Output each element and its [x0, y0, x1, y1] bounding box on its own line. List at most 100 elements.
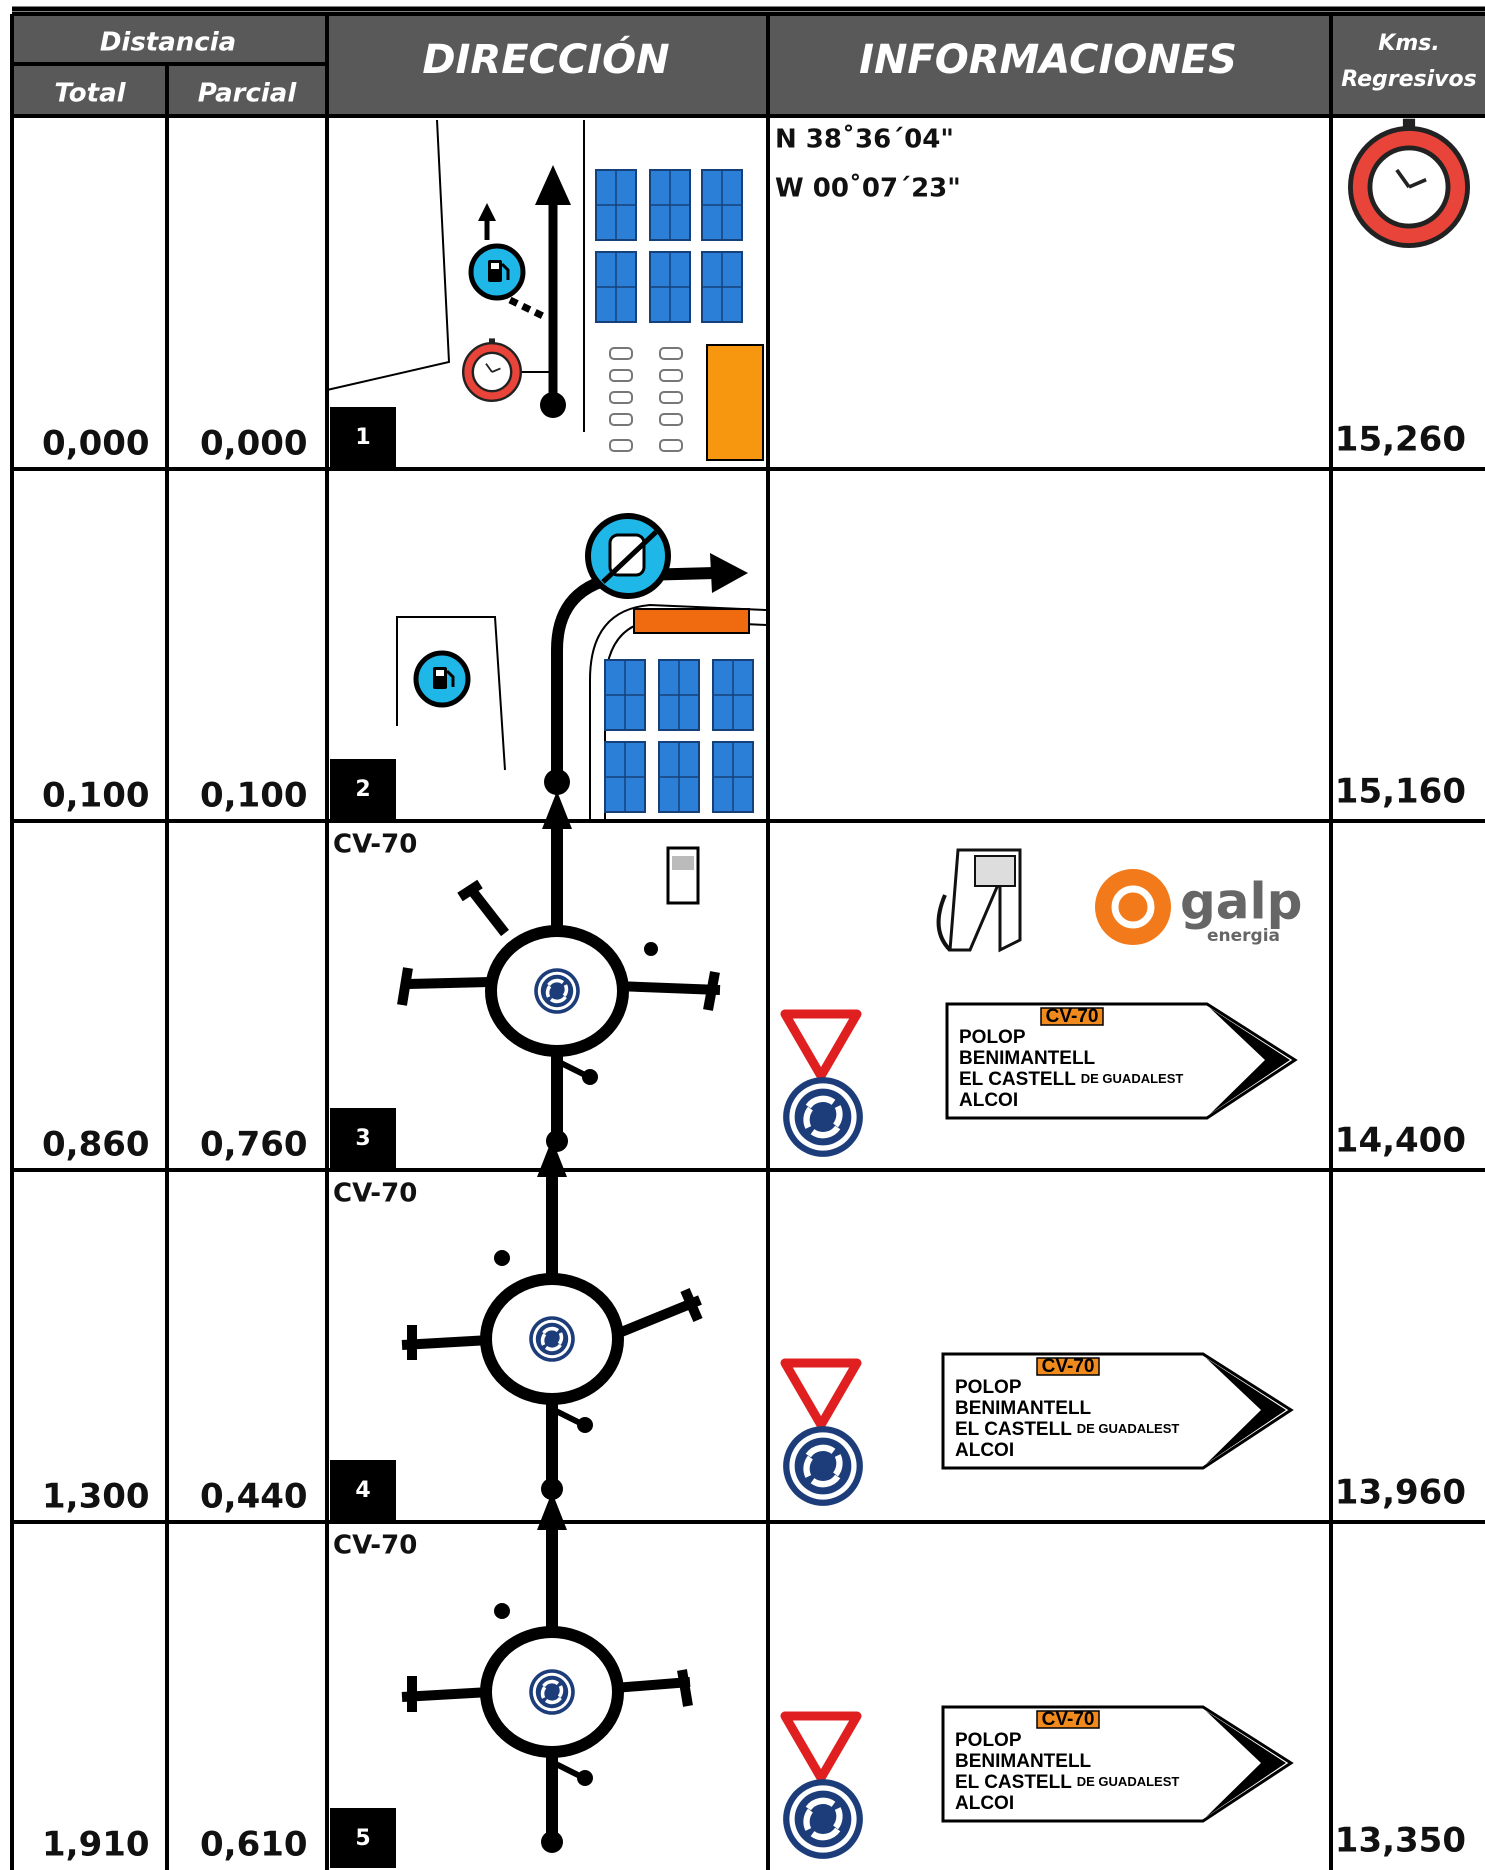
sign-line: EL CASTELL DE GUADALEST [959, 1069, 1183, 1090]
graphic-shape [604, 741, 646, 813]
graphic-shape: CV-70 POLOP BENIMANTELL EL CASTELL DE GU… [941, 1352, 1293, 1470]
sign-line: ALCOI [955, 1440, 1014, 1461]
header-kms: Kms. [1378, 31, 1439, 56]
graphic-shape [494, 1250, 510, 1266]
distance-total: 0,100 [42, 776, 150, 816]
graphic-shape [783, 1779, 863, 1859]
kms-remaining: 13,350 [1335, 1821, 1466, 1861]
header-regresivos: Regresivos [1341, 67, 1476, 92]
graphic-shape: CV-70 POLOP BENIMANTELL EL CASTELL DE GU… [945, 1002, 1297, 1120]
sign-line: EL CASTELL DE GUADALEST [955, 1772, 1179, 1793]
graphic-shape [659, 369, 683, 382]
row-3-info: galp energia CV-70 POLOP BENIMANTELL EL … [783, 848, 1302, 1157]
table-grid [10, 116, 1485, 1870]
road-label: CV-70 [333, 1179, 417, 1209]
step-number-box [330, 407, 396, 467]
distance-total: 1,300 [42, 1477, 150, 1517]
gps-coordinate: W 00˚07´23" [775, 173, 961, 204]
graphic-shape [478, 203, 496, 221]
row-4-diagram [401, 1139, 703, 1500]
graphic-shape [609, 369, 633, 382]
graphic-shape [659, 439, 683, 452]
row-4-info: CV-70 POLOP BENIMANTELL EL CASTELL DE GU… [783, 1352, 1293, 1506]
row-1-diagram [326, 119, 1468, 461]
graphic-shape [416, 653, 468, 705]
graphic-shape [701, 169, 743, 241]
brand-sub: energia [1207, 926, 1280, 946]
step-number: 3 [355, 1126, 370, 1151]
graphic-shape [595, 169, 637, 241]
graphic-shape [609, 391, 633, 404]
distance-partial: 0,610 [200, 1825, 308, 1865]
sign-line: EL CASTELL [959, 1069, 1076, 1090]
distance-total: 0,000 [42, 424, 150, 464]
graphic-shape [701, 251, 743, 323]
sign-line: EL CASTELL DE GUADALEST [955, 1419, 1179, 1440]
graphic-shape [471, 246, 523, 298]
gps-coordinate: N 38˚36´04" [775, 124, 954, 155]
sign-line: BENIMANTELL [959, 1048, 1096, 1069]
graphic-shape [710, 553, 748, 593]
sign-line: EL CASTELL [955, 1772, 1072, 1793]
sign-line-small: DE GUADALEST [1077, 1421, 1180, 1436]
graphic-shape [783, 1426, 863, 1506]
kms-remaining: 15,160 [1335, 772, 1466, 812]
graphic-shape [10, 12, 1485, 118]
graphic-shape [1111, 885, 1155, 929]
graphic-shape [326, 119, 451, 391]
row-5-diagram [401, 1492, 693, 1853]
sign-line: EL CASTELL [955, 1419, 1072, 1440]
graphic-shape [659, 413, 683, 426]
graphic-shape [601, 530, 658, 584]
step-number: 4 [355, 1478, 370, 1503]
graphic-shape [595, 251, 637, 323]
graphic-shape [659, 347, 683, 360]
sign-line: ALCOI [955, 1793, 1014, 1814]
graphic-shape [712, 741, 754, 813]
step-number: 5 [355, 1826, 370, 1851]
kms-remaining: 14,400 [1335, 1121, 1466, 1161]
sign-line: POLOP [959, 1027, 1026, 1048]
graphic-shape [659, 391, 683, 404]
table-rows: 0,000 0,000 1 15,260 N 38˚36´04" W 00˚07´23" 0… [42, 124, 1466, 1868]
graphic-shape [783, 1077, 863, 1157]
step-number: 1 [355, 425, 370, 450]
graphic-shape [604, 659, 646, 731]
graphic-shape [649, 251, 691, 323]
header-total: Total [54, 79, 126, 109]
graphic-shape [609, 413, 633, 426]
row-5-info: CV-70 POLOP BENIMANTELL EL CASTELL DE GU… [783, 1705, 1293, 1859]
graphic-shape [535, 165, 571, 205]
sign-line: BENIMANTELL [955, 1751, 1092, 1772]
road-label: CV-70 [333, 830, 417, 860]
header-direccion: DIRECCIÓN [422, 35, 669, 83]
graphic-shape [1095, 869, 1171, 945]
graphic-shape: CV-70 POLOP BENIMANTELL EL CASTELL DE GU… [941, 1705, 1293, 1823]
graphic-shape [936, 894, 952, 952]
sign-line: BENIMANTELL [955, 1398, 1092, 1419]
distance-partial: 0,000 [200, 424, 308, 464]
table-header: Distancia Total Parcial DIRECCIÓN INFORM… [10, 12, 1485, 118]
sign-line: POLOP [955, 1377, 1022, 1398]
graphic-shape [396, 616, 506, 771]
graphic-shape [544, 769, 570, 795]
graphic-shape [712, 659, 754, 731]
graphic-shape [508, 296, 549, 322]
distance-total: 1,910 [42, 1825, 150, 1865]
graphic-shape [649, 169, 691, 241]
sign-road: CV-70 [1042, 1709, 1095, 1730]
sign-line: ALCOI [959, 1090, 1018, 1111]
sign-line: POLOP [955, 1730, 1022, 1751]
graphic-shape [974, 855, 1016, 887]
step-number: 2 [355, 777, 370, 802]
graphic-shape [658, 659, 700, 731]
graphic-shape [672, 856, 694, 870]
graphic-shape [706, 344, 764, 461]
graphic-shape [401, 1669, 693, 1712]
sign-road: CV-70 [1042, 1356, 1095, 1377]
graphic-shape [494, 1603, 510, 1619]
kms-remaining: 13,960 [1335, 1473, 1466, 1513]
graphic-shape [609, 439, 633, 452]
distance-partial: 0,100 [200, 776, 308, 816]
